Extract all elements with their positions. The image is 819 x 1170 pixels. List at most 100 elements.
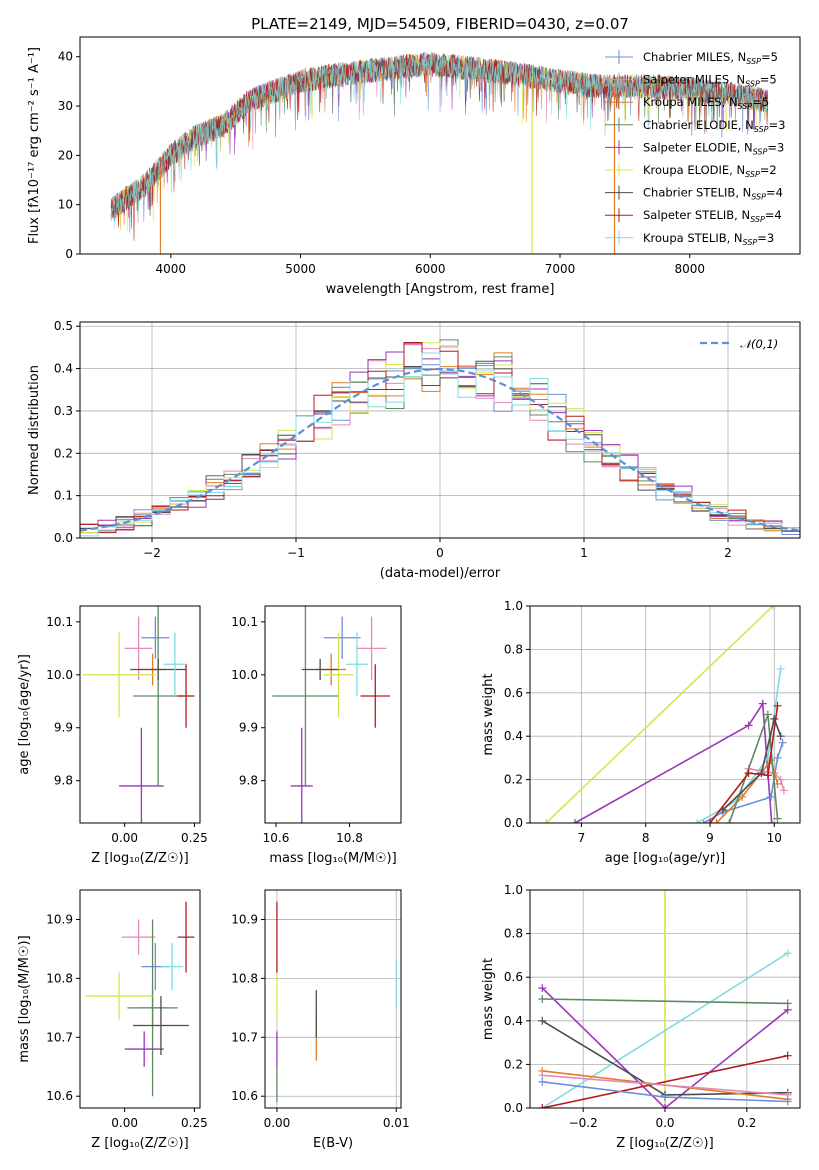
weight-line-salpeter_miles	[542, 1074, 788, 1096]
y-tick-label: 9.8	[54, 774, 73, 788]
x-tick-label: 2	[724, 546, 732, 560]
panel-age-vs-Z: 0.00 0.25 9.8 9.9 10.0 10.1 Z [log₁₀(Z/Z☉)] age…	[17, 605, 208, 866]
y-tick-label: 1.0	[504, 599, 523, 613]
y-tick-label: 40	[58, 50, 73, 64]
weight-marker	[706, 819, 714, 823]
weight-line-salpeter_elodie	[574, 701, 773, 823]
y-tick-label: 0.2	[504, 773, 523, 787]
y-tick-label: 0.3	[54, 404, 73, 418]
weight-marker	[699, 819, 708, 823]
y-tick-label: 0.5	[54, 319, 73, 333]
weight-marker	[773, 814, 782, 823]
plot-area	[85, 901, 195, 1097]
y-tick-label: 0.0	[54, 531, 73, 545]
plot-area	[538, 890, 792, 1108]
weight-marker	[571, 819, 579, 823]
x-axis-label: (data-model)/error	[380, 566, 501, 581]
errorbar-salpeter_elodie	[124, 1031, 164, 1067]
y-tick-label: 0.8	[504, 642, 523, 656]
x-axis-label: Z [log₁₀(Z/Z☉)]	[91, 851, 188, 866]
weight-marker	[693, 819, 702, 823]
x-tick-label: 9	[706, 831, 714, 845]
errorbar-kroupa_stelib	[345, 632, 368, 696]
y-tick-label: 0.0	[504, 816, 523, 830]
panel-weight-vs-Z: −0.2 0.0 0.2 0.0 0.2 0.4 0.6 0.8 1.0 Z [log₁₀(Z/Z…	[481, 883, 801, 1151]
legend-label-chabrier_stelib: Chabrier STELIB, NSSP=4	[643, 186, 783, 202]
x-tick-label: −0.2	[569, 1116, 598, 1130]
errorbar-salpeter_miles	[121, 919, 156, 955]
y-tick-label: 10.7	[46, 1030, 73, 1044]
axes-frame	[79, 36, 801, 255]
weight-marker	[773, 701, 782, 710]
figure-title: PLATE=2149, MJD=54509, FIBERID=0430, z=0…	[251, 15, 629, 33]
y-tick-label: 10.6	[231, 1089, 258, 1103]
x-axis-label: E(B-V)	[313, 1136, 353, 1151]
y-tick-label: 0.4	[54, 362, 73, 376]
y-axis-label: Flux [fλ10⁻¹⁷ erg cm⁻² s⁻¹ A⁻¹]	[27, 47, 42, 244]
weight-marker	[725, 819, 734, 823]
weight-marker	[776, 775, 785, 784]
y-axis-label: mass weight	[481, 673, 496, 755]
y-tick-label: 10	[58, 198, 73, 212]
x-tick-label: 0.2	[737, 1116, 756, 1130]
plot-area	[276, 901, 397, 1103]
weight-marker	[538, 1077, 547, 1086]
weight-marker	[758, 699, 767, 708]
y-tick-label: 9.9	[239, 721, 258, 735]
weight-marker	[538, 984, 547, 993]
y-tick-label: 0.6	[504, 970, 523, 984]
x-tick-label: 7000	[545, 262, 576, 276]
x-tick-label: 0.00	[111, 1116, 138, 1130]
x-tick-label: 10.6	[263, 831, 290, 845]
weight-marker	[783, 949, 792, 958]
y-axis-label: Normed distribution	[27, 365, 42, 495]
axes-frame	[79, 889, 201, 1109]
axes-frame	[79, 605, 201, 824]
x-tick-label: 0.00	[111, 831, 138, 845]
y-tick-label: 0.4	[504, 1014, 523, 1028]
legend-label-salpeter_stelib: Salpeter STELIB, NSSP=4	[643, 208, 782, 224]
errorbar-chabrier_elodie	[133, 606, 184, 786]
errorbar-salpeter_elodie	[290, 727, 313, 823]
weight-line-chabrier_stelib	[722, 716, 782, 811]
errorbar-salpeter_stelib	[360, 664, 390, 728]
y-tick-label: 10.9	[46, 912, 73, 926]
panel-mass-vs-Z: 0.00 0.25 10.6 10.7 10.8 10.9 Z [log₁₀(Z/Z☉)] m…	[17, 889, 208, 1151]
y-tick-label: 0.1	[54, 489, 73, 503]
x-tick-label: 0.01	[383, 1116, 410, 1130]
panel-mass-vs-EBV: 0.00 0.01 10.6 10.7 10.8 10.9 E(B-V)	[231, 889, 410, 1151]
x-tick-label: 8000	[674, 262, 705, 276]
y-tick-label: 1.0	[504, 883, 523, 897]
plot-area	[110, 51, 768, 254]
errorbar-chabrier_stelib	[130, 658, 187, 681]
x-tick-label: 10.8	[336, 831, 363, 845]
x-tick-label: 4000	[156, 262, 187, 276]
plot-area	[82, 606, 195, 823]
panels: 4000 5000 6000 7000 8000010203040wavelength …	[17, 36, 801, 1151]
weight-marker	[538, 995, 547, 1003]
errorbar-salpeter_stelib	[177, 901, 195, 973]
weight-marker	[773, 753, 782, 762]
legend-label-kroupa_miles: Kroupa MILES, NSSP=5	[643, 95, 769, 111]
axes-frame	[264, 889, 402, 1109]
legend-label-salpeter_elodie: Salpeter ELODIE, NSSP=3	[643, 140, 784, 156]
x-tick-label: 1	[580, 546, 588, 560]
y-tick-label: 9.8	[239, 774, 258, 788]
y-tick-label: 10.9	[231, 912, 258, 926]
y-tick-label: 0.2	[54, 446, 73, 460]
y-tick-label: 0.2	[504, 1057, 523, 1071]
y-tick-label: 10.8	[46, 971, 73, 985]
weight-marker	[778, 738, 787, 747]
plot-area	[80, 339, 800, 537]
x-tick-label: 0.0	[655, 1116, 674, 1130]
weight-marker	[779, 786, 788, 795]
weight-marker	[776, 732, 785, 741]
y-tick-label: 20	[58, 148, 73, 162]
weight-line-kroupa_elodie	[545, 606, 774, 823]
weight-marker	[538, 1016, 547, 1025]
axes-frame	[529, 605, 801, 824]
y-tick-label: 10.0	[231, 668, 258, 682]
x-tick-label: 0.25	[181, 831, 208, 845]
x-axis-label: wavelength [Angstrom, rest frame]	[326, 282, 555, 297]
